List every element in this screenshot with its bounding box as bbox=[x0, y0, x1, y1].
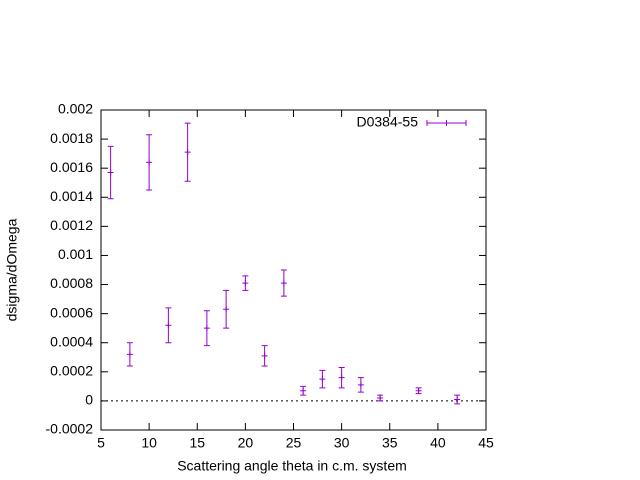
x-tick-label: 35 bbox=[382, 435, 398, 451]
data-point bbox=[357, 381, 364, 388]
y-tick-label: 0.0014 bbox=[50, 188, 93, 204]
data-point bbox=[280, 280, 287, 287]
data-point bbox=[319, 376, 326, 383]
y-tick-label: 0.0002 bbox=[50, 363, 93, 379]
data-point bbox=[415, 387, 422, 394]
y-tick-label: 0.0018 bbox=[50, 130, 93, 146]
y-tick-label: -0.0002 bbox=[46, 421, 94, 437]
data-point bbox=[242, 280, 249, 287]
y-tick-label: 0.0006 bbox=[50, 304, 93, 320]
y-tick-label: 0.0016 bbox=[50, 159, 93, 175]
data-point bbox=[338, 374, 345, 381]
x-tick-label: 15 bbox=[189, 435, 205, 451]
data-point bbox=[203, 325, 210, 332]
y-tick-label: 0.001 bbox=[58, 246, 93, 262]
x-tick-label: 25 bbox=[286, 435, 302, 451]
data-point bbox=[223, 306, 230, 313]
x-tick-label: 5 bbox=[97, 435, 105, 451]
plot-border bbox=[100, 109, 487, 431]
x-tick-label: 45 bbox=[478, 435, 494, 451]
data-point bbox=[261, 352, 268, 359]
y-tick-label: 0.0004 bbox=[50, 333, 93, 349]
data-point bbox=[454, 396, 461, 403]
x-tick-label: 20 bbox=[238, 435, 254, 451]
x-tick-label: 10 bbox=[141, 435, 157, 451]
data-point bbox=[377, 395, 384, 401]
data-point bbox=[184, 149, 191, 156]
legend-label: D0384-55 bbox=[357, 114, 419, 130]
data-point bbox=[300, 387, 307, 394]
y-tick-label: 0.002 bbox=[58, 101, 93, 117]
x-axis-label: Scattering angle theta in c.m. system bbox=[177, 458, 407, 474]
data-point bbox=[107, 169, 114, 176]
y-tick-label: 0 bbox=[85, 392, 93, 408]
data-point bbox=[165, 322, 172, 329]
legend-swatch bbox=[426, 120, 467, 126]
x-tick-label: 40 bbox=[430, 435, 446, 451]
y-tick-label: 0.0012 bbox=[50, 217, 93, 233]
x-tick-label: 30 bbox=[334, 435, 350, 451]
data-point bbox=[126, 351, 133, 358]
data-point bbox=[146, 159, 153, 166]
y-axis-label: dsigma/dOmega bbox=[4, 218, 20, 321]
y-tick-label: 0.0008 bbox=[50, 275, 93, 291]
